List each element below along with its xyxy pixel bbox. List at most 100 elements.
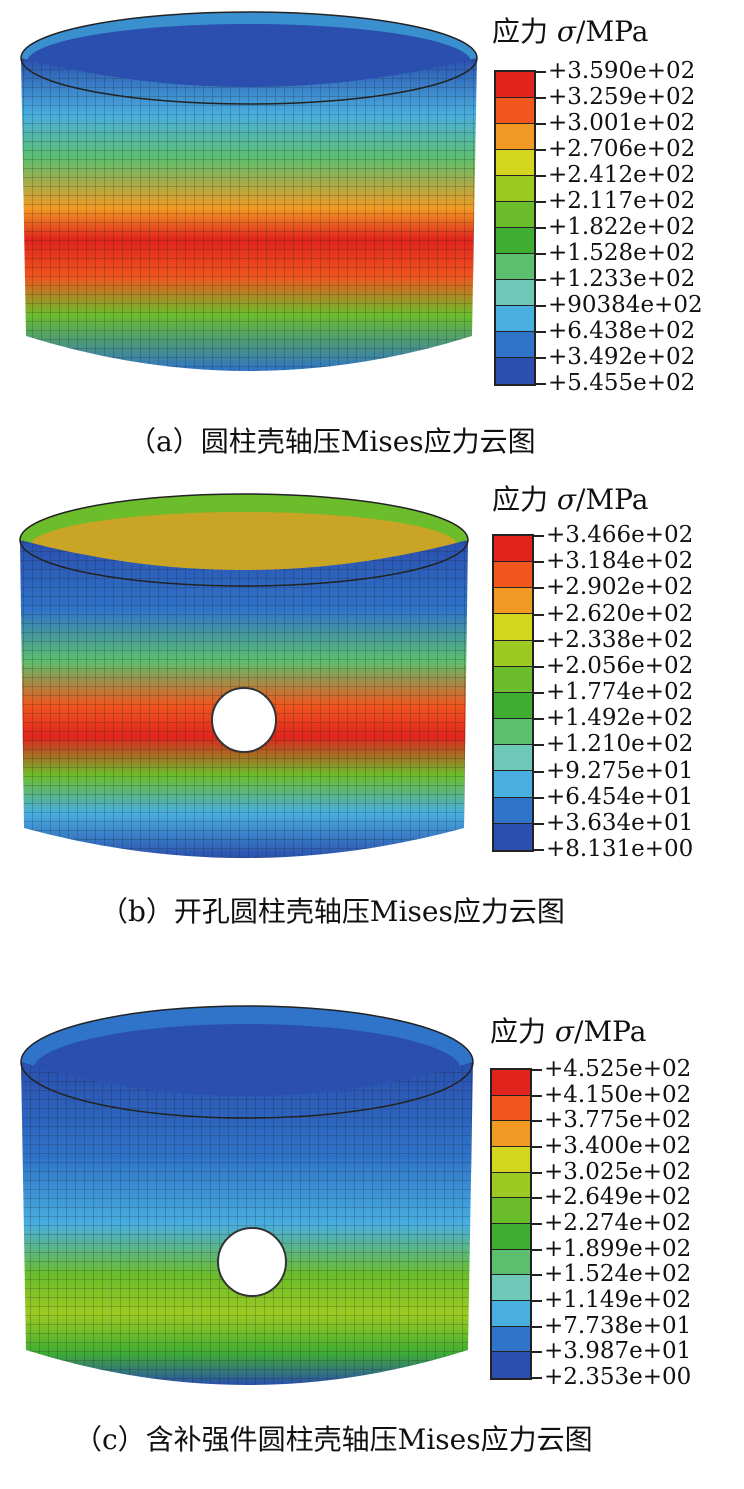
scale-tick-mark (534, 535, 544, 537)
figure-caption-a: （a）圆柱壳轴压Mises应力云图 (128, 425, 536, 458)
scale-tick-label: +2.706e+02 (548, 136, 696, 162)
figure-panel-b: 应力 σ/MPa +3.466e+02 +3.184e+02 +2.902e+02 +… (0, 470, 744, 970)
color-scale-segment (496, 332, 534, 358)
scale-tick-label: +1.492e+02 (546, 705, 694, 732)
color-scale-segment (496, 358, 534, 384)
scale-tick-mark (536, 305, 546, 307)
color-scale-bar (490, 1068, 532, 1380)
color-scale-segment (496, 124, 534, 150)
scale-tick-label: +1.528e+02 (548, 240, 696, 266)
scale-tick-label: +6.438e+02 (548, 318, 696, 344)
color-scale-segment (494, 771, 532, 798)
scale-tick-label: +3.987e+01 (544, 1338, 692, 1365)
color-scale-segment (496, 306, 534, 332)
scale-tick-mark (534, 613, 544, 616)
scale-tick-mark (536, 383, 546, 385)
scale-tick-label: +2.649e+02 (544, 1184, 692, 1211)
scale-tick-label: +2.353e+00 (544, 1364, 692, 1390)
scale-tick-label: +2.902e+02 (546, 574, 694, 601)
scale-tick-mark (532, 1146, 542, 1148)
color-scale-segment (496, 176, 534, 202)
color-scale-segment (492, 1326, 530, 1353)
legend-title: 应力 σ/MPa (490, 1015, 647, 1048)
color-scale-segment (494, 666, 532, 693)
color-scale-segment (494, 692, 532, 720)
scale-tick-label: +3.025e+02 (544, 1158, 692, 1185)
scale-tick-mark (532, 1274, 542, 1277)
scale-tick-label: +3.590e+02 (548, 58, 696, 84)
scale-tick-mark (534, 770, 544, 773)
scale-tick-label: +3.466e+02 (546, 522, 694, 548)
scale-tick-mark (534, 849, 544, 851)
color-scale-segment (492, 1070, 530, 1096)
scale-tick-label: +3.492e+02 (548, 344, 696, 370)
legend-title: 应力 σ/MPa (492, 483, 649, 516)
scale-tick-label: +90384e+02 (548, 292, 703, 318)
scale-tick-mark (536, 331, 546, 333)
scale-tick-mark (532, 1094, 542, 1097)
scale-tick-mark (536, 175, 546, 177)
color-scale-segment (492, 1352, 530, 1378)
scale-tick-label: +6.454e+01 (546, 783, 694, 810)
scale-tick-mark (534, 639, 544, 642)
color-scale-segment (494, 719, 532, 746)
scale-tick-label: +2.117e+02 (548, 188, 696, 214)
scale-tick-label: +3.184e+02 (546, 548, 694, 575)
scale-tick-mark (532, 1197, 542, 1200)
color-scale-segment (494, 536, 532, 563)
scale-tick-mark (532, 1223, 542, 1225)
color-scale-segment (494, 745, 532, 772)
scale-tick-label: +8.131e+00 (546, 836, 694, 862)
scale-tick-label: +7.738e+01 (544, 1312, 692, 1339)
scale-tick-mark (534, 561, 544, 564)
color-scale-segment (494, 614, 532, 641)
scale-tick-label: +3.775e+02 (544, 1107, 692, 1134)
scale-tick-mark (534, 744, 544, 747)
color-scale-segment (494, 562, 532, 589)
color-scale-segment (496, 98, 534, 124)
scale-tick-label: +2.338e+02 (546, 626, 694, 653)
scale-tick-mark (536, 97, 546, 99)
color-scale-segment (492, 1198, 530, 1224)
reinforced-cylinder-shell-stress-plot (20, 1005, 474, 1385)
color-scale-segment (492, 1249, 530, 1276)
scale-tick-mark (536, 253, 546, 255)
scale-tick-label: +1.233e+02 (548, 266, 696, 292)
scale-tick-mark (534, 718, 544, 721)
figure-panel-c: 应力 σ/MPa +4.525e+02 +4.150e+02 +3.775e+02 +… (0, 970, 744, 1489)
scale-tick-label: +1.774e+02 (546, 679, 694, 705)
scale-tick-mark (532, 1120, 542, 1123)
scale-tick-mark (536, 357, 546, 359)
scale-tick-mark (536, 71, 546, 73)
scale-tick-mark (532, 1069, 542, 1071)
scale-tick-mark (532, 1300, 542, 1302)
scale-tick-mark (534, 796, 544, 799)
color-scale-segment (496, 254, 534, 280)
scale-tick-label: +3.634e+01 (546, 809, 694, 836)
scale-tick-label: +1.524e+02 (544, 1261, 692, 1288)
color-scale-segment (492, 1121, 530, 1147)
figure-caption-c: （c）含补强件圆柱壳轴压Mises应力云图 (74, 1423, 593, 1456)
color-scale-segment (494, 588, 532, 615)
scale-tick-mark (532, 1248, 542, 1251)
scale-tick-label: +3.400e+02 (544, 1133, 692, 1159)
color-scale-segment (492, 1146, 530, 1173)
scale-tick-mark (532, 1351, 542, 1354)
color-scale-segment (494, 823, 532, 850)
scale-tick-label: +1.822e+02 (548, 214, 696, 240)
color-scale-segment (492, 1223, 530, 1250)
scale-tick-mark (536, 149, 546, 151)
color-scale-segment (494, 797, 532, 824)
perforated-cylinder-shell-stress-plot (19, 493, 469, 858)
scale-tick-label: +3.259e+02 (548, 84, 696, 110)
color-scale-segment (496, 150, 534, 176)
scale-tick-label: +2.274e+02 (544, 1210, 692, 1236)
scale-tick-label: +2.620e+02 (546, 600, 694, 627)
color-scale-segment (492, 1172, 530, 1199)
scale-tick-label: +4.525e+02 (544, 1056, 692, 1082)
scale-tick-label: +1.210e+02 (546, 731, 694, 758)
scale-tick-mark (534, 587, 544, 590)
color-scale-segment (496, 202, 534, 228)
cylinder-shell-stress-plot (20, 11, 478, 371)
scale-tick-label: +2.056e+02 (546, 652, 694, 679)
